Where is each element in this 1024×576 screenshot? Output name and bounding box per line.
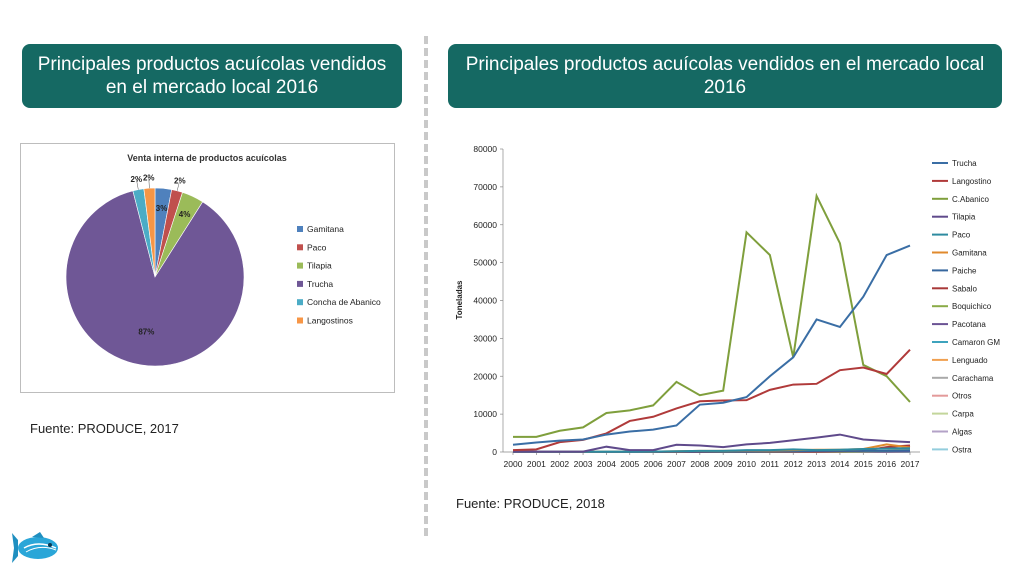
- pie-legend-swatch-langostinos: [297, 317, 303, 324]
- pie-chart-frame: Venta interna de productos acuícolas 3% Ga…: [20, 143, 395, 393]
- legend-label-algas: Algas: [952, 428, 972, 437]
- legend-label-pacotana: Pacotana: [952, 320, 986, 329]
- left-source-note: Fuente: PRODUCE, 2017: [30, 421, 179, 436]
- fish-logo-icon: [12, 532, 58, 563]
- series-line-tilapia: [513, 433, 911, 453]
- series-line-trucha: [512, 244, 911, 446]
- x-tick-label-2006: 2006: [644, 459, 663, 469]
- legend-label-boquichico: Boquichico: [952, 302, 992, 311]
- pie-legend-label-trucha: Trucha: [307, 279, 333, 289]
- pie-leader-langostinos: [148, 177, 150, 189]
- y-tick-label-40000: 40000: [473, 296, 497, 306]
- legend-label-carpa: Carpa: [952, 410, 974, 419]
- pie-legend-label-concha-de-abanico: Concha de Abanico: [307, 297, 381, 307]
- pie-legend-label-paco: Paco: [307, 242, 327, 252]
- right-title-banner: Principales productos acuícolas vendidos…: [448, 44, 1002, 108]
- legend-label-camaron-gm: Camaron GM: [952, 338, 1000, 347]
- x-tick-label-2016: 2016: [877, 459, 896, 469]
- legend-label-paiche: Paiche: [952, 266, 977, 275]
- x-tick-label-2001: 2001: [527, 459, 546, 469]
- left-title: Principales productos acuícolas vendidos…: [37, 54, 387, 98]
- pie-title: Venta interna de productos acuícolas: [127, 153, 287, 163]
- legend-label-otros: Otros: [952, 392, 972, 401]
- line-legend: Trucha Langostino C.Abanico Tilapia Paco Gami…: [932, 159, 1000, 454]
- series-line-c-abanico: [513, 192, 911, 438]
- x-tick-label-2004: 2004: [597, 459, 616, 469]
- legend-label-paco: Paco: [952, 231, 971, 240]
- pie-slice-trucha: [65, 190, 245, 367]
- x-tick-label-2009: 2009: [714, 459, 733, 469]
- x-tick-label-2012: 2012: [784, 459, 803, 469]
- line-chart: 0 10000 20000 30000 40000 50000 60000 70000 8000…: [455, 144, 1000, 469]
- legend-label-c-abanico: C.Abanico: [952, 195, 989, 204]
- pie-legend-swatch-gamitana: [297, 226, 303, 232]
- pie-label-tilapia: 4%: [179, 210, 191, 219]
- left-title-banner: Principales productos acuícolas vendidos…: [22, 44, 402, 108]
- line-plot-area: 0 10000 20000 30000 40000 50000 60000 70000 8000…: [455, 144, 920, 469]
- y-tick-label-10000: 10000: [473, 409, 497, 419]
- legend-label-carachama: Carachama: [952, 374, 994, 383]
- legend-label-ostra: Ostra: [952, 445, 972, 454]
- pie-leader-concha-de-abanico: [136, 179, 139, 190]
- pie-legend-label-gamitana: Gamitana: [307, 224, 344, 234]
- y-axis-label: Toneladas: [455, 280, 464, 320]
- pie-legend-label-tilapia: Tilapia: [307, 261, 332, 271]
- legend-label-trucha: Trucha: [952, 159, 977, 168]
- legend-label-lenguado: Lenguado: [952, 356, 988, 365]
- pie-leader-paco: [176, 180, 181, 191]
- legend-label-sabalo: Sabalo: [952, 284, 977, 293]
- x-tick-label-2003: 2003: [574, 459, 593, 469]
- y-tick-label-30000: 30000: [473, 333, 497, 343]
- series-line-langostino: [512, 349, 911, 452]
- right-title: Principales productos acuícolas vendidos…: [465, 54, 985, 98]
- y-tick-label-70000: 70000: [473, 182, 497, 192]
- x-tick-label-2015: 2015: [854, 459, 873, 469]
- pie-legend-swatch-concha-de-abanico: [297, 299, 303, 306]
- x-tick-label-2002: 2002: [550, 459, 569, 469]
- pie-legend-swatch-tilapia: [297, 262, 303, 269]
- x-tick-label-2011: 2011: [761, 459, 780, 469]
- x-tick-label-2014: 2014: [830, 459, 849, 469]
- legend-label-gamitana: Gamitana: [952, 249, 987, 258]
- pie-legend-label-langostinos: Langostinos: [307, 316, 353, 326]
- y-tick-label-0: 0: [492, 447, 497, 457]
- legend-label-langostino: Langostino: [952, 177, 992, 186]
- pie-label-trucha: 87%: [138, 328, 154, 337]
- y-tick-label-50000: 50000: [473, 258, 497, 268]
- y-tick-label-20000: 20000: [473, 371, 497, 381]
- y-tick-label-80000: 80000: [473, 144, 497, 154]
- x-tick-label-2013: 2013: [807, 459, 826, 469]
- legend-label-tilapia: Tilapia: [952, 213, 976, 222]
- x-tick-label-2000: 2000: [504, 459, 523, 469]
- x-tick-label-2010: 2010: [737, 459, 756, 469]
- x-tick-label-2017: 2017: [901, 459, 920, 469]
- x-tick-label-2007: 2007: [667, 459, 686, 469]
- right-source-note: Fuente: PRODUCE, 2018: [456, 496, 605, 511]
- section-divider: [424, 36, 428, 536]
- pie-chart: Venta interna de productos acuícolas 3% Ga…: [65, 153, 381, 367]
- x-tick-label-2005: 2005: [620, 459, 639, 469]
- pie-legend-swatch-trucha: [297, 280, 303, 287]
- x-tick-label-2008: 2008: [690, 459, 709, 469]
- y-tick-label-60000: 60000: [473, 220, 497, 230]
- pie-label-gamitana: 3%: [156, 204, 168, 213]
- pie-legend-swatch-paco: [297, 244, 303, 251]
